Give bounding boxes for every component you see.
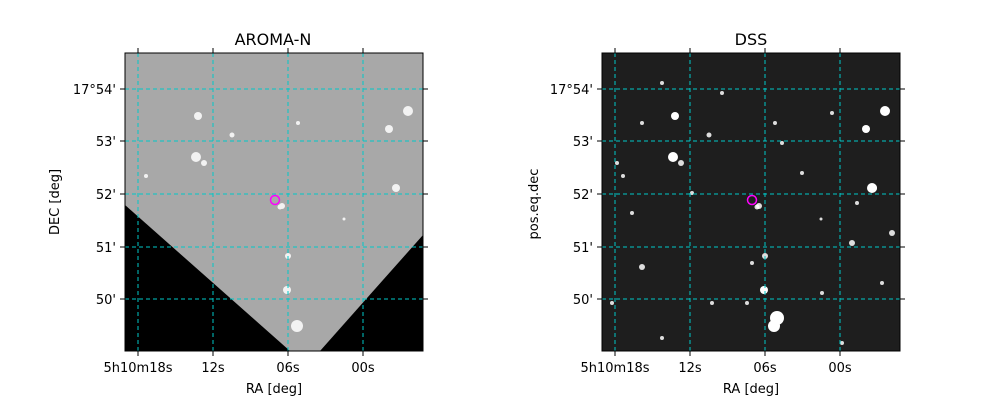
aroma-ytick-2: 52'	[96, 188, 116, 203]
dss-ytick-0: 17°54'	[550, 83, 593, 98]
star	[840, 341, 844, 345]
dss-ylabel: pos.eq.dec	[527, 169, 542, 240]
star	[660, 336, 664, 340]
star	[291, 320, 303, 332]
star	[855, 201, 859, 205]
aroma-ytick-4: 50'	[96, 293, 116, 308]
aroma-frame	[124, 52, 424, 352]
star	[862, 125, 870, 133]
star	[678, 160, 684, 166]
star	[342, 217, 346, 221]
star	[283, 286, 291, 294]
dss-ytick-3: 51'	[573, 241, 593, 256]
star	[756, 203, 762, 209]
star	[867, 183, 877, 193]
dss-ticks	[597, 48, 905, 356]
aroma-xtick-3: 00s	[351, 361, 375, 376]
star	[735, 351, 739, 355]
star	[639, 264, 645, 270]
star	[660, 81, 664, 85]
star	[191, 152, 201, 162]
dss-panel: DSS	[527, 30, 905, 397]
star	[201, 160, 207, 166]
dss-title: DSS	[735, 30, 768, 49]
star	[800, 171, 804, 175]
dss-ytick-4: 50'	[573, 293, 593, 308]
dss-ytick-2: 52'	[573, 188, 593, 203]
star	[668, 152, 678, 162]
star	[760, 286, 768, 294]
aroma-ytick-3: 51'	[96, 241, 116, 256]
star	[745, 301, 749, 305]
aroma-target-marker	[269, 194, 281, 206]
star	[880, 106, 890, 116]
star	[750, 261, 754, 265]
dss-xtick-1: 12s	[678, 361, 702, 376]
dss-target-marker	[746, 194, 758, 206]
star	[770, 311, 784, 325]
aroma-coverage-mask	[125, 205, 290, 351]
star	[819, 217, 823, 221]
aroma-ytick-1: 53'	[96, 135, 116, 150]
star	[194, 112, 202, 120]
star	[621, 174, 625, 178]
dss-xtick-0: 5h10m18s	[580, 361, 649, 376]
dss-stars	[610, 81, 895, 355]
dss-image-background	[602, 53, 900, 351]
aroma-title: AROMA-N	[235, 30, 312, 49]
aroma-xtick-1: 12s	[201, 361, 225, 376]
star	[720, 91, 724, 95]
star	[640, 121, 644, 125]
dss-xtick-2: 06s	[753, 361, 777, 376]
dss-xtick-3: 00s	[828, 361, 852, 376]
star	[820, 291, 824, 295]
star	[296, 121, 300, 125]
star	[773, 121, 777, 125]
star	[385, 125, 393, 133]
aroma-ticks	[120, 48, 428, 356]
star	[780, 141, 784, 145]
aroma-ytick-0: 17°54'	[73, 83, 116, 98]
star	[229, 132, 235, 138]
dss-xlabel: RA [deg]	[723, 382, 779, 397]
star	[610, 301, 614, 305]
star	[615, 161, 619, 165]
star	[403, 106, 413, 116]
aroma-xtick-2: 06s	[276, 361, 300, 376]
star	[710, 301, 714, 305]
star	[630, 211, 634, 215]
dss-ytick-1: 53'	[573, 135, 593, 150]
aroma-ylabel: DEC [deg]	[48, 169, 63, 235]
aroma-xtick-0: 5h10m18s	[103, 361, 172, 376]
star	[889, 230, 895, 236]
aroma-coverage-mask-right	[320, 235, 423, 351]
star	[830, 111, 834, 115]
star	[144, 174, 148, 178]
dss-frame	[601, 52, 901, 352]
star	[706, 132, 712, 138]
aroma-grid	[125, 53, 423, 351]
star	[849, 240, 855, 246]
aroma-xlabel: RA [deg]	[246, 382, 302, 397]
star	[279, 203, 285, 209]
star	[392, 184, 400, 192]
star	[671, 112, 679, 120]
aroma-stars	[144, 106, 413, 332]
star	[880, 281, 884, 285]
aroma-panel: AROMA-N	[48, 30, 428, 397]
dss-grid	[602, 53, 900, 351]
